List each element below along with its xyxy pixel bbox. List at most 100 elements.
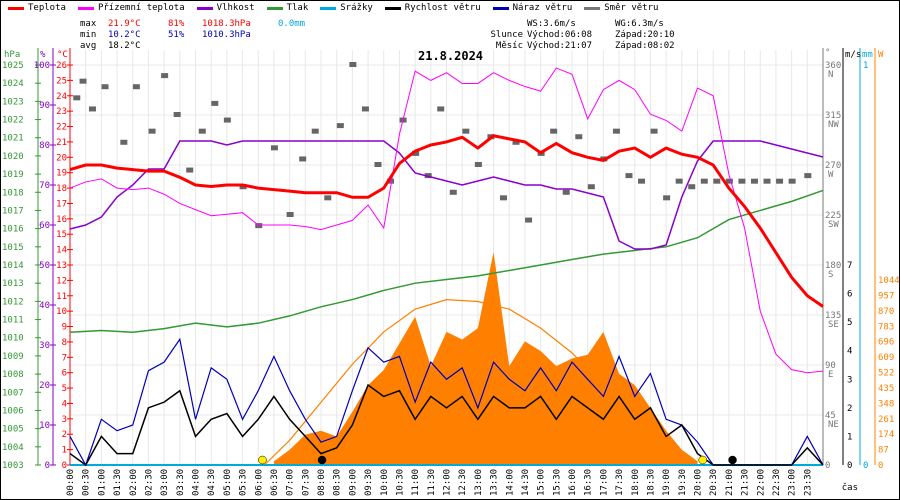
theoretical-radiation-line xyxy=(264,299,698,466)
direction-tick: 45 xyxy=(825,411,836,421)
wind-direction-point xyxy=(688,184,696,190)
legend-item: Srážky xyxy=(320,3,373,13)
temperature-tick: 12 xyxy=(56,276,67,286)
x-tick: 23:00 xyxy=(788,469,798,496)
legend-item: Směr větru xyxy=(584,3,658,13)
legend-item: Náraz větru xyxy=(492,3,572,13)
wind-direction-point xyxy=(324,195,332,201)
max-temp: 21.9°C xyxy=(108,19,141,29)
pressure-tick: 1008 xyxy=(2,370,24,380)
rain-tick: 1 xyxy=(863,61,868,71)
x-tick: 00:00 xyxy=(66,469,76,496)
pressure-tick: 1020 xyxy=(2,152,24,162)
moonrise-time: Východ:21:07 xyxy=(527,41,593,51)
solar-tick: 174 xyxy=(878,430,894,440)
humidity-tick: 50 xyxy=(39,261,50,271)
wind-direction-point xyxy=(412,150,420,156)
wind-direction-point xyxy=(120,139,128,145)
wind-direction-point xyxy=(255,223,263,229)
wind-direction-point xyxy=(550,128,558,134)
direction-tick: 315 xyxy=(825,111,841,121)
temperature-unit: °C xyxy=(57,50,68,60)
temperature-tick: 1 xyxy=(62,446,67,456)
pressure-tick: 1012 xyxy=(2,297,24,307)
wind-summary-row: WS:3.6m/s WG:6.3m/s xyxy=(485,19,675,30)
pressure-tick: 1024 xyxy=(2,79,24,89)
x-tick: 00:30 xyxy=(82,469,92,496)
sunrise-marker xyxy=(258,455,267,465)
legend-label: Vlhkost xyxy=(216,3,255,13)
x-tick: 18:30 xyxy=(646,469,656,496)
direction-label: E xyxy=(828,370,833,380)
temperature-tick: 14 xyxy=(56,246,67,256)
wind-direction-point xyxy=(587,184,595,190)
pressure-unit: hPa xyxy=(4,50,20,60)
temperature-tick: 6 xyxy=(62,369,67,379)
x-tick: 13:30 xyxy=(490,469,500,496)
wind-direction-point xyxy=(211,100,219,106)
legend-item: Přízemní teplota xyxy=(77,3,185,13)
wind-direction-point xyxy=(562,189,570,195)
temperature-tick: 9 xyxy=(62,323,67,333)
temperature-tick: 3 xyxy=(62,415,67,425)
humidity-tick: 20 xyxy=(39,381,50,391)
wind-direction-point xyxy=(650,128,658,134)
wind-tick: 5 xyxy=(847,318,852,328)
wind-direction-point xyxy=(239,184,247,190)
humidity-tick: 40 xyxy=(39,301,50,311)
solar-unit: W xyxy=(878,50,884,60)
x-tick: 17:00 xyxy=(599,469,609,496)
x-tick: 21:30 xyxy=(741,469,751,496)
min-temp: 10.2°C xyxy=(108,30,141,40)
wind-tick: 3 xyxy=(847,375,852,385)
stats-min-label: min xyxy=(80,30,97,40)
x-tick: 02:00 xyxy=(129,469,139,496)
direction-tick: 225 xyxy=(825,211,841,221)
x-tick: 07:00 xyxy=(286,469,296,496)
legend-label: Směr větru xyxy=(604,3,659,13)
x-tick: 08:30 xyxy=(333,469,343,496)
x-tick: 01:00 xyxy=(97,469,107,496)
sun-label: Slunce xyxy=(490,30,523,40)
temperature-tick: 10 xyxy=(56,307,67,317)
max-pressure: 1018.3hPa xyxy=(202,19,251,29)
wind-direction-point xyxy=(286,212,294,217)
x-tick: 22:00 xyxy=(756,469,766,496)
direction-label: NW xyxy=(828,120,839,130)
sunrise-time: Východ:06:08 xyxy=(527,30,593,40)
temperature-tick: 25 xyxy=(56,76,67,86)
wind-tick: 6 xyxy=(847,290,852,300)
humidity-tick: 60 xyxy=(39,221,50,231)
solar-tick: 522 xyxy=(878,369,894,379)
wind-tick: 1 xyxy=(847,432,852,442)
x-tick: 18:00 xyxy=(631,469,641,496)
temperature-tick: 5 xyxy=(62,384,67,394)
x-tick: 20:30 xyxy=(709,469,719,496)
direction-tick: 0 xyxy=(825,461,830,471)
wind-direction-point xyxy=(512,139,520,145)
x-tick: 16:30 xyxy=(584,469,594,496)
wind-direction-point xyxy=(725,178,733,184)
direction-tick: 180 xyxy=(825,261,841,271)
temperature-tick: 2 xyxy=(62,430,67,440)
x-tick: 19:00 xyxy=(662,469,672,496)
wind-direction-point xyxy=(525,217,533,223)
x-tick: 01:30 xyxy=(113,469,123,496)
wind-direction-point xyxy=(449,189,457,195)
pressure-tick: 1003 xyxy=(2,461,24,471)
temperature-tick: 22 xyxy=(56,123,67,133)
legend-label: Tlak xyxy=(286,3,309,13)
wind-direction-point xyxy=(198,128,206,134)
solar-tick: 870 xyxy=(878,307,894,317)
temperature-tick: 11 xyxy=(56,292,67,302)
wind-direction-point xyxy=(79,78,87,84)
legend-item: Tlak xyxy=(266,3,309,13)
moon-row: Měsíc Východ:21:07 Západ:08:02 xyxy=(485,41,675,52)
pressure-tick: 1021 xyxy=(2,134,24,144)
legend-item: Rychlost větru xyxy=(384,3,481,13)
avg-temp: 18.2°C xyxy=(108,41,141,51)
legend-label: Srážky xyxy=(340,3,373,13)
stats-max-row: max 21.9°C 81% 1018.3hPa 0.0mm xyxy=(80,19,305,30)
pressure-tick: 1009 xyxy=(2,352,24,362)
legend-swatch xyxy=(320,6,337,10)
